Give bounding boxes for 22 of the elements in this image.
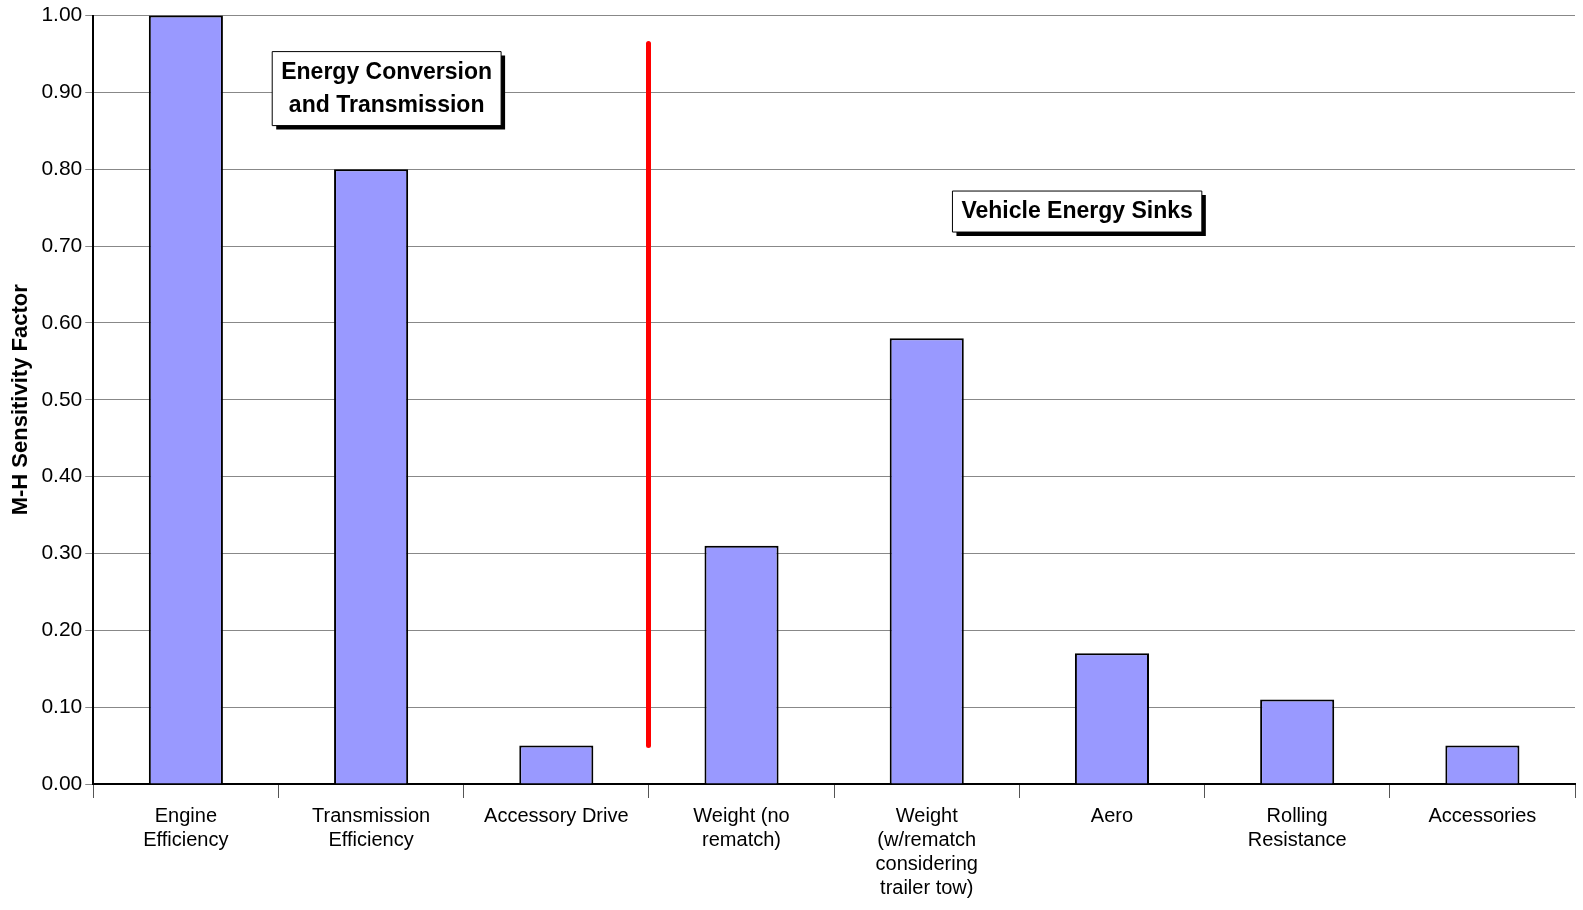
x-tick-label: Engine Efficiency xyxy=(143,803,229,850)
y-tick-label: 0.00 xyxy=(41,770,83,794)
y-tick-label: 0.10 xyxy=(41,693,83,717)
x-tick-label: Weight (no rematch) xyxy=(693,803,790,850)
x-tick-label: Rolling Resistance xyxy=(1247,803,1347,850)
x-tick-label: Accessories xyxy=(1428,803,1537,826)
y-tick-label: 0.30 xyxy=(41,540,83,564)
x-tick-label: Accessory Drive xyxy=(484,803,629,826)
y-tick-label: 0.20 xyxy=(41,617,83,641)
x-tick-label: Weight (w/rematch considering trailer tow) xyxy=(875,803,978,898)
x-tick-label: Transmission Efficiency xyxy=(312,803,431,850)
y-tick-label: 0.80 xyxy=(41,156,83,180)
y-axis-title: M-H Sensitivity Factor xyxy=(7,283,33,516)
y-tick-label: 0.60 xyxy=(41,309,83,333)
annotation: Energy Conversion and Transmission xyxy=(281,57,493,117)
y-tick-label: 0.40 xyxy=(41,463,83,487)
x-tick-label: Aero xyxy=(1090,803,1134,826)
annotation: Vehicle Energy Sinks xyxy=(961,197,1193,224)
y-tick-label: 0.90 xyxy=(41,79,83,103)
y-tick-label: 1.00 xyxy=(41,2,83,26)
y-tick-label: 0.70 xyxy=(41,232,83,256)
y-tick-label: 0.50 xyxy=(41,386,83,410)
